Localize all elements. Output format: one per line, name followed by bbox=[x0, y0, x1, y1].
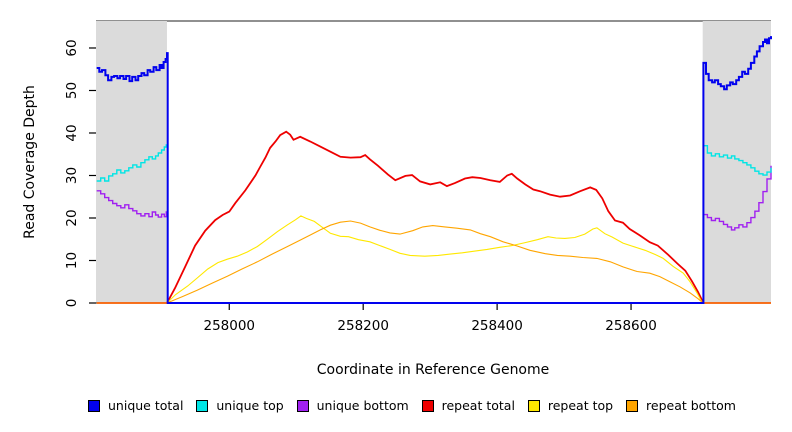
y-axis-title: Read Coverage Depth bbox=[22, 85, 38, 239]
legend-item-unique-top: unique top bbox=[196, 398, 284, 413]
legend-item-repeat-total: repeat total bbox=[421, 398, 515, 413]
legend: unique total unique top unique bottom re… bbox=[88, 398, 736, 413]
series-unique-total bbox=[96, 36, 772, 304]
x-tick-label: 258600 bbox=[605, 318, 657, 334]
legend-item-repeat-top: repeat top bbox=[527, 398, 614, 413]
legend-label: repeat bottom bbox=[646, 398, 736, 413]
y-tick-label: 20 bbox=[64, 209, 80, 226]
y-tick-label: 60 bbox=[64, 39, 80, 56]
series-repeat-top bbox=[96, 215, 771, 304]
repeat-bottom-swatch-icon bbox=[626, 399, 639, 412]
chart-canvas: 258000 258200 258400 258600 0 10 20 30 40 50 60 bbox=[64, 20, 772, 334]
y-tick-label: 50 bbox=[64, 82, 80, 99]
legend-label: unique total bbox=[108, 398, 184, 413]
unique-top-swatch-icon bbox=[196, 399, 209, 412]
unique-bottom-swatch-icon bbox=[296, 399, 309, 412]
legend-label: unique bottom bbox=[316, 398, 409, 413]
repeat-total-swatch-icon bbox=[421, 399, 434, 412]
x-axis-title: Coordinate in Reference Genome bbox=[316, 362, 550, 378]
legend-item-unique-bottom: unique bottom bbox=[296, 398, 409, 413]
shaded-region bbox=[96, 21, 167, 303]
series-repeat-total bbox=[96, 130, 771, 304]
legend-item-unique-total: unique total bbox=[88, 398, 183, 413]
legend-item-repeat-bottom: repeat bottom bbox=[626, 398, 736, 413]
y-tick-label: 10 bbox=[64, 252, 80, 269]
x-tick-label: 258200 bbox=[337, 318, 389, 334]
series-unique-bottom bbox=[96, 165, 772, 304]
x-tick-label: 258000 bbox=[203, 318, 255, 334]
legend-label: repeat total bbox=[441, 398, 515, 413]
y-tick-label: 0 bbox=[64, 299, 80, 308]
legend-label: unique top bbox=[216, 398, 284, 413]
y-tick-label: 40 bbox=[64, 124, 80, 141]
shaded-region bbox=[702, 21, 771, 303]
series-repeat-bottom bbox=[96, 220, 771, 304]
unique-total-swatch-icon bbox=[88, 399, 100, 412]
x-tick-label: 258400 bbox=[471, 318, 523, 334]
repeat-top-swatch-icon bbox=[527, 399, 540, 412]
y-tick-label: 30 bbox=[64, 167, 80, 184]
legend-label: repeat top bbox=[547, 398, 614, 413]
series-unique-top bbox=[96, 144, 772, 304]
